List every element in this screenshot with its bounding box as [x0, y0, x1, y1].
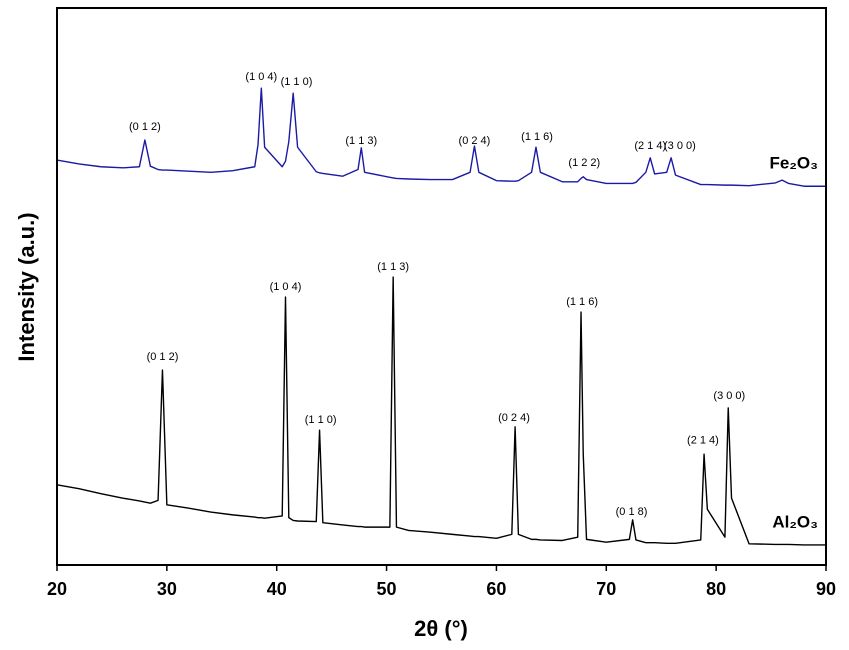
x-tick-label: 90 [816, 579, 836, 599]
peak-label: (0 2 4) [498, 412, 530, 424]
peak-label: (0 1 2) [147, 351, 179, 363]
peak-label: (0 2 4) [459, 135, 491, 147]
series-line [56, 87, 826, 187]
peak-label: (1 1 0) [305, 414, 337, 426]
peak-label: (2 1 4) [687, 435, 719, 447]
peak-label: (0 1 2) [129, 121, 161, 133]
peak-label: (1 1 6) [566, 296, 598, 308]
series-label: Al₂O₃ [772, 512, 818, 531]
peak-label: (3 0 0) [713, 390, 745, 402]
x-tick-label: 80 [706, 579, 726, 599]
peak-label: (2 1 4) [634, 140, 666, 152]
peak-label: (3 0 0) [664, 140, 696, 152]
y-axis-label: Intensity (a.u.) [14, 212, 39, 361]
peak-label: (1 0 4) [245, 71, 277, 83]
x-tick-label: 30 [157, 579, 177, 599]
series-label: Fe₂O₃ [770, 154, 818, 173]
series-line [56, 276, 826, 546]
peak-label: (0 1 8) [616, 506, 648, 518]
peak-label: (1 1 0) [281, 76, 313, 88]
peak-label: (1 2 2) [568, 157, 600, 169]
peak-label: (1 1 6) [521, 131, 553, 143]
x-tick-label: 40 [267, 579, 287, 599]
peak-label: (1 1 3) [377, 261, 409, 273]
x-axis-label: 2θ (°) [414, 616, 468, 641]
peak-label: (1 1 3) [345, 135, 377, 147]
x-tick-label: 60 [486, 579, 506, 599]
x-tick-label: 70 [596, 579, 616, 599]
x-tick-label: 20 [47, 579, 67, 599]
x-tick-label: 50 [377, 579, 397, 599]
plot-frame [56, 7, 827, 566]
peak-label: (1 0 4) [270, 281, 302, 293]
